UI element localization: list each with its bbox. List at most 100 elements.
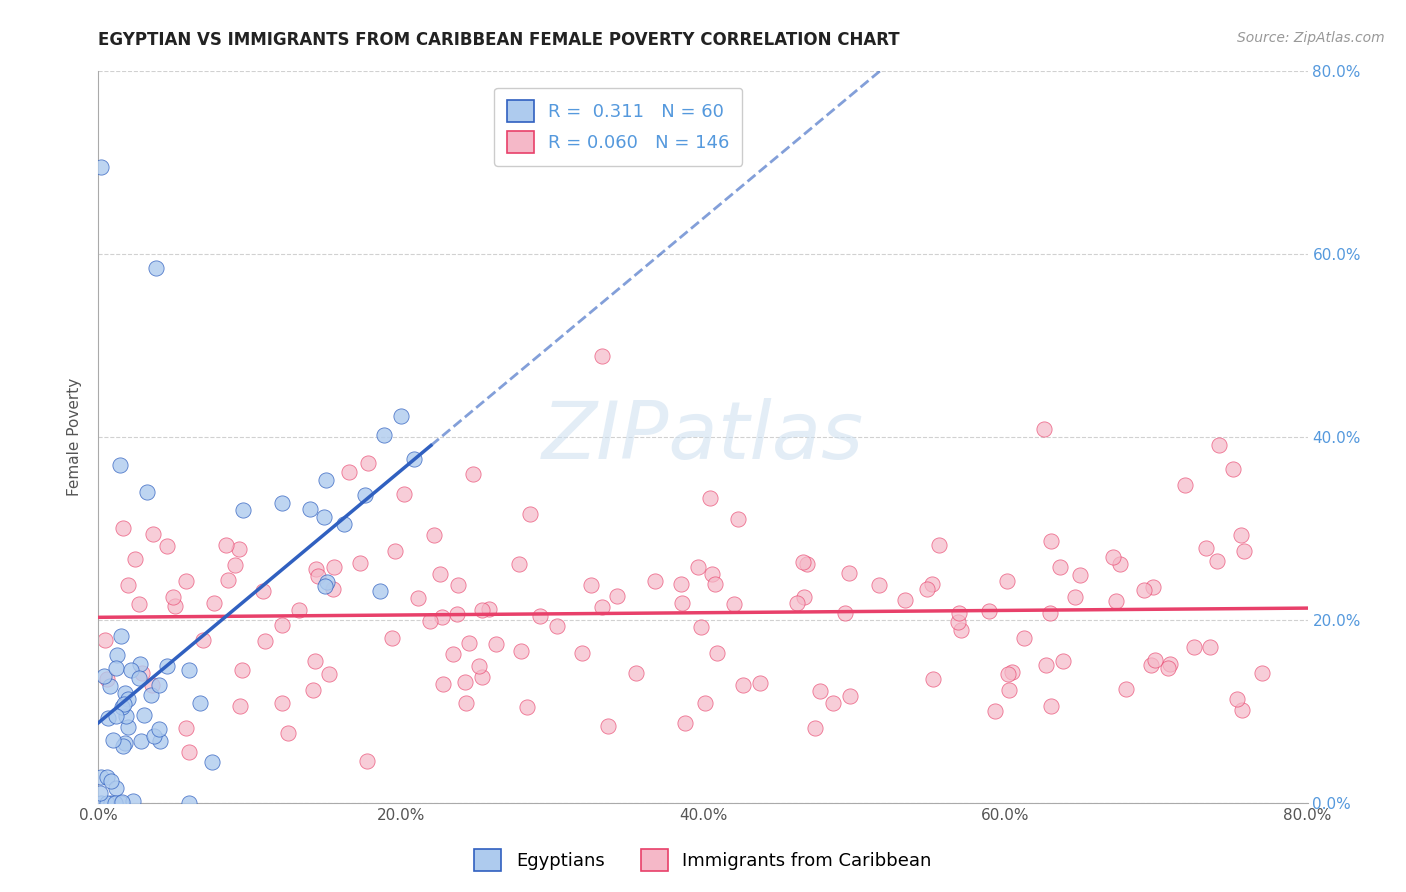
Point [104,796,127,810]
Point [392,487,415,501]
Point [686,560,709,574]
Point [271,496,294,510]
Point [165,599,187,613]
Text: ZIPatlas: ZIPatlas [541,398,865,476]
Point [408,591,430,606]
Point [111,521,134,535]
Point [217,573,239,587]
Point [304,654,326,668]
Point [1199,640,1222,654]
Point [1251,665,1274,680]
Point [139,688,162,702]
Point [177,796,200,810]
Point [122,794,145,808]
Point [90,771,112,785]
Point [979,604,1001,618]
Point [1052,654,1074,668]
Point [997,667,1019,681]
Point [463,467,485,481]
Point [111,700,134,714]
Point [96,770,118,784]
Point [430,609,453,624]
Point [142,729,165,743]
Point [142,527,165,541]
Point [299,502,322,516]
Point [124,551,146,566]
Point [508,557,530,571]
Point [389,409,412,424]
Point [1001,665,1024,680]
Point [591,349,613,363]
Point [93,669,115,683]
Point [700,566,723,581]
Point [838,566,860,580]
Text: EGYPTIAN VS IMMIGRANTS FROM CARIBBEAN FEMALE POVERTY CORRELATION CHART: EGYPTIAN VS IMMIGRANTS FROM CARIBBEAN FE… [98,31,900,49]
Point [803,721,825,735]
Point [1064,590,1087,604]
Point [596,719,619,733]
Point [322,559,344,574]
Point [132,707,155,722]
Point [1226,692,1249,706]
Point [253,634,276,648]
Point [1230,527,1253,541]
Point [301,683,323,698]
Point [984,704,1007,718]
Point [519,508,541,522]
Point [423,527,446,541]
Point [402,452,425,467]
Point [689,620,711,634]
Point [117,692,139,706]
Point [384,544,406,558]
Point [1105,593,1128,607]
Point [201,755,224,769]
Point [100,773,122,788]
Point [156,659,179,673]
Point [644,574,666,588]
Point [995,574,1018,588]
Point [176,574,198,588]
Point [808,683,831,698]
Point [1069,568,1091,582]
Point [1222,461,1244,475]
Point [353,488,375,502]
Point [823,696,845,710]
Point [373,427,395,442]
Point [141,678,163,692]
Point [894,593,917,607]
Point [131,665,153,680]
Point [671,596,693,610]
Point [516,700,538,714]
Point [1159,657,1181,671]
Point [1230,703,1253,717]
Point [112,697,135,711]
Point [419,614,441,628]
Point [381,631,404,645]
Point [624,666,647,681]
Point [834,607,856,621]
Point [793,591,815,605]
Point [796,557,818,571]
Point [928,538,950,552]
Point [1033,422,1056,436]
Point [446,607,468,622]
Point [337,465,360,479]
Point [252,583,274,598]
Point [188,696,211,710]
Point [315,473,337,487]
Point [162,591,184,605]
Point [458,636,481,650]
Point [471,670,494,684]
Point [1184,640,1206,654]
Point [1208,438,1230,452]
Point [673,716,696,731]
Point [485,637,508,651]
Point [100,796,122,810]
Point [706,647,728,661]
Point [104,709,127,723]
Point [429,567,451,582]
Point [305,561,328,575]
Legend: R =  0.311   N = 60, R = 0.060   N = 146: R = 0.311 N = 60, R = 0.060 N = 146 [495,87,742,166]
Point [1102,549,1125,564]
Point [349,556,371,570]
